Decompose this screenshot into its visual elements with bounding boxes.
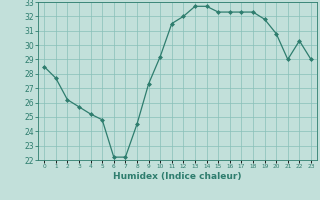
- X-axis label: Humidex (Indice chaleur): Humidex (Indice chaleur): [113, 172, 242, 181]
